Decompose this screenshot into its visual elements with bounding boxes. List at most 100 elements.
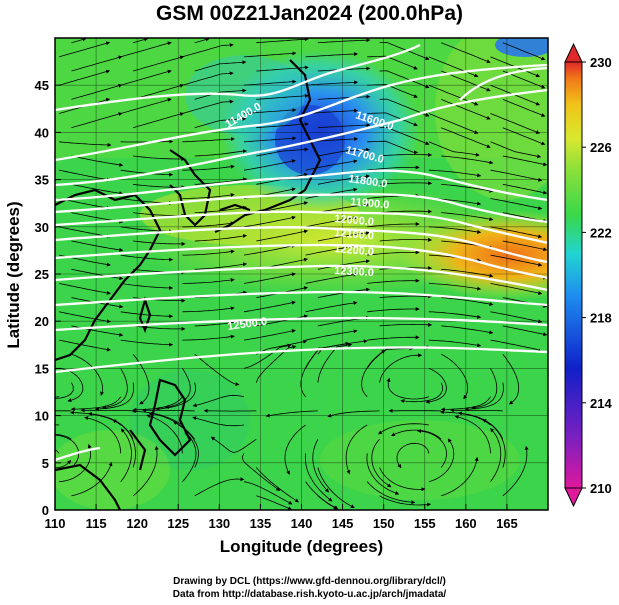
streamline — [182, 306, 235, 313]
streamline — [182, 43, 234, 58]
streamline — [120, 98, 172, 114]
streamline — [490, 339, 542, 353]
streamline — [367, 278, 420, 284]
streamline — [59, 311, 111, 324]
contour-line — [55, 210, 548, 245]
streamline — [439, 410, 491, 426]
streamline — [59, 339, 111, 352]
streamline — [71, 38, 87, 44]
streamline — [284, 424, 306, 475]
x-tick-label: 110 — [45, 516, 66, 531]
streamline — [428, 283, 482, 291]
streamline — [428, 169, 482, 178]
streamline — [173, 421, 199, 468]
streamline — [182, 99, 234, 114]
height-contours — [55, 43, 548, 462]
streamline — [55, 382, 74, 399]
streamline — [132, 445, 159, 497]
streamline — [428, 113, 479, 134]
streamline — [133, 155, 186, 161]
x-tick-label: 160 — [455, 516, 477, 531]
streamline — [210, 436, 257, 453]
streamline — [120, 339, 174, 347]
streamline — [305, 272, 358, 284]
streamline — [490, 427, 502, 482]
streamline — [58, 69, 111, 86]
streamline — [428, 56, 479, 78]
streamline — [317, 147, 371, 157]
streamline — [256, 93, 309, 100]
streamline — [59, 444, 92, 483]
streamline — [367, 307, 420, 313]
x-tick-label: 150 — [373, 516, 395, 531]
streamline — [417, 429, 447, 468]
streamline — [428, 141, 480, 157]
x-tick-label: 140 — [291, 516, 313, 531]
streamline — [428, 226, 482, 234]
contour-line — [55, 446, 101, 462]
contour-line — [55, 226, 548, 264]
streamline — [502, 155, 548, 167]
streamline — [317, 339, 368, 355]
streamline — [241, 453, 281, 491]
streamline — [243, 481, 293, 505]
y-tick-label: 25 — [35, 267, 49, 282]
streamline — [490, 283, 543, 295]
streamline — [256, 339, 308, 355]
streamline — [194, 353, 240, 387]
streamline — [317, 231, 370, 242]
streamline — [243, 300, 296, 313]
streamline — [256, 229, 309, 242]
credit-drawing: Drawing by DCL (https://www.gfd-dennou.o… — [173, 576, 446, 587]
y-tick-label: 30 — [35, 220, 49, 235]
streamline — [490, 254, 543, 267]
streamline — [194, 234, 247, 242]
streamline — [55, 424, 60, 426]
streamline — [146, 414, 183, 454]
y-axis-ticks: 0 5 10 15 20 25 30 35 40 45 — [35, 78, 61, 518]
streamline — [71, 461, 113, 497]
streamline — [441, 325, 494, 335]
streamline — [490, 141, 542, 159]
x-tick-label: 125 — [167, 516, 189, 531]
streamline — [58, 41, 111, 58]
streamline — [164, 368, 191, 409]
streamline — [243, 51, 297, 58]
streamline — [490, 311, 543, 324]
streamline — [305, 108, 359, 114]
streamline — [243, 79, 297, 86]
streamline — [490, 226, 543, 239]
colorbar: 210 214 218 222 226 230 — [564, 42, 612, 508]
streamline — [379, 42, 430, 60]
y-tick-label: 35 — [35, 173, 49, 188]
contour-line — [55, 316, 548, 332]
contour-label: 11900.0 — [350, 196, 390, 211]
streamline — [120, 311, 174, 319]
streamline — [502, 99, 546, 117]
contour-label: 12000.0 — [334, 213, 375, 228]
streamline — [502, 42, 546, 61]
streamline — [120, 428, 132, 482]
streamline — [379, 70, 430, 89]
streamline — [367, 250, 420, 256]
streamline — [243, 215, 296, 228]
streamline — [194, 149, 247, 157]
streamline — [502, 325, 548, 337]
chart-title: GSM 00Z21Jan2024 (200.0hPa) — [155, 2, 463, 25]
contour-line — [55, 243, 548, 280]
colorbar-tick-label: 218 — [590, 311, 612, 326]
streamline — [120, 69, 172, 86]
streamline — [317, 259, 370, 270]
streamline — [502, 183, 548, 195]
x-tick-label: 130 — [208, 516, 230, 531]
streamline — [490, 113, 541, 134]
streamline — [194, 116, 247, 129]
streamline — [327, 410, 380, 418]
contour-line — [55, 63, 548, 162]
streamline — [490, 198, 543, 210]
streamline — [379, 294, 433, 299]
streamline — [454, 415, 491, 454]
streamline — [194, 60, 247, 72]
streamline — [182, 71, 234, 86]
streamline — [305, 244, 358, 256]
